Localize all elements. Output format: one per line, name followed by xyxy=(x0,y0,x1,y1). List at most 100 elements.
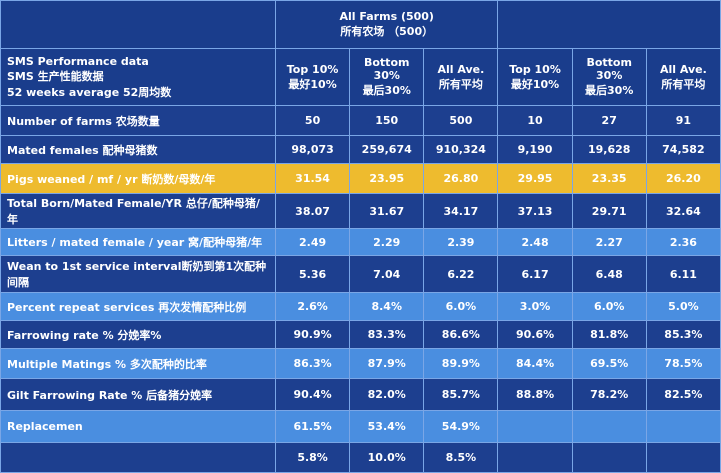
value-cell: 6.22 xyxy=(423,255,499,293)
value-cell: 74,582 xyxy=(645,135,721,164)
value-cell: 23.35 xyxy=(571,163,647,194)
value-cell: 26.20 xyxy=(645,163,721,194)
data-row: Mated females 配种母猪数 98,073 259,674 910,324 9… xyxy=(0,135,721,164)
row-label: Replacemen xyxy=(0,410,276,443)
value-cell xyxy=(645,410,721,443)
value-cell: 2.39 xyxy=(423,228,499,256)
value-cell: 91 xyxy=(645,105,721,136)
data-row: Litters / mated female / year 窝/配种母猪/年 2.… xyxy=(0,228,721,256)
value-cell: 31.54 xyxy=(274,163,351,194)
value-cell: 86.3% xyxy=(274,348,351,379)
value-cell: 37.13 xyxy=(497,193,573,229)
row-label: Pigs weaned / mf / yr 断奶数/母数/年 xyxy=(0,163,276,194)
value-cell: 84.4% xyxy=(497,348,573,379)
value-cell: 85.7% xyxy=(423,378,499,411)
value-cell: 2.36 xyxy=(645,228,721,256)
value-cell: 6.0% xyxy=(571,292,647,321)
column-header: Bottom 30% 最后30% xyxy=(571,48,647,106)
value-cell xyxy=(645,442,721,473)
value-cell: 2.27 xyxy=(571,228,647,256)
header-label: SMS Performance data SMS 生产性能数据 52 weeks… xyxy=(0,48,276,106)
value-cell: 87.9% xyxy=(349,348,425,379)
column-header: Bottom 30% 最后30% xyxy=(349,48,425,106)
value-cell: 5.8% xyxy=(274,442,351,473)
group-header: All Farms (500) 所有农场 （500） xyxy=(274,0,499,49)
value-cell: 61.5% xyxy=(274,410,351,443)
value-cell xyxy=(497,410,573,443)
value-cell: 5.36 xyxy=(274,255,351,293)
value-cell: 85.3% xyxy=(645,320,721,349)
value-cell xyxy=(571,410,647,443)
value-cell: 2.48 xyxy=(497,228,573,256)
value-cell: 54.9% xyxy=(423,410,499,443)
column-header: All Ave. 所有平均 xyxy=(423,48,499,106)
column-header: Top 10% 最好10% xyxy=(497,48,573,106)
data-row: Replacemen 61.5% 53.4% 54.9% xyxy=(0,410,721,443)
value-cell: 23.95 xyxy=(349,163,425,194)
value-cell: 29.95 xyxy=(497,163,573,194)
value-cell: 910,324 xyxy=(423,135,499,164)
data-row: Farrowing rate % 分娩率% 90.9% 83.3% 86.6% 90.6… xyxy=(0,320,721,349)
data-row: Multiple Matings % 多次配种的比率 86.3% 87.9% 89.9… xyxy=(0,348,721,379)
data-row: Wean to 1st service interval断奶到第1次配种间隔 5.… xyxy=(0,255,721,293)
value-cell: 8.5% xyxy=(423,442,499,473)
value-cell: 5.0% xyxy=(645,292,721,321)
row-label: Litters / mated female / year 窝/配种母猪/年 xyxy=(0,228,276,256)
value-cell: 2.6% xyxy=(274,292,351,321)
value-cell: 78.2% xyxy=(571,378,647,411)
value-cell: 89.9% xyxy=(423,348,499,379)
value-cell: 26.80 xyxy=(423,163,499,194)
value-cell: 500 xyxy=(423,105,499,136)
value-cell: 90.6% xyxy=(497,320,573,349)
row-label: Multiple Matings % 多次配种的比率 xyxy=(0,348,276,379)
empty-cell xyxy=(0,0,276,49)
value-cell: 31.67 xyxy=(349,193,425,229)
value-cell: 6.17 xyxy=(497,255,573,293)
row-label xyxy=(0,442,276,473)
value-cell: 9,190 xyxy=(497,135,573,164)
value-cell: 82.5% xyxy=(645,378,721,411)
value-cell: 53.4% xyxy=(349,410,425,443)
column-header: All Ave. 所有平均 xyxy=(645,48,721,106)
value-cell: 78.5% xyxy=(645,348,721,379)
value-cell: 259,674 xyxy=(349,135,425,164)
value-cell: 8.4% xyxy=(349,292,425,321)
data-row: Number of farms 农场数量 50 150 500 10 27 91 xyxy=(0,105,721,136)
row-label: Number of farms 农场数量 xyxy=(0,105,276,136)
value-cell: 6.0% xyxy=(423,292,499,321)
value-cell: 83.3% xyxy=(349,320,425,349)
value-cell xyxy=(497,442,573,473)
row-label: Mated females 配种母猪数 xyxy=(0,135,276,164)
row-label: Farrowing rate % 分娩率% xyxy=(0,320,276,349)
data-row: Pigs weaned / mf / yr 断奶数/母数/年 31.54 23.95… xyxy=(0,163,721,194)
data-row: 5.8% 10.0% 8.5% xyxy=(0,442,721,473)
value-cell: 3.0% xyxy=(497,292,573,321)
value-cell: 19,628 xyxy=(571,135,647,164)
data-row: Percent repeat services 再次发情配种比例 2.6% 8.4%… xyxy=(0,292,721,321)
value-cell: 90.9% xyxy=(274,320,351,349)
column-header-row: SMS Performance data SMS 生产性能数据 52 weeks… xyxy=(0,48,721,106)
value-cell: 2.49 xyxy=(274,228,351,256)
value-cell: 6.48 xyxy=(571,255,647,293)
value-cell: 6.11 xyxy=(645,255,721,293)
value-cell: 27 xyxy=(571,105,647,136)
data-row: Gilt Farrowing Rate % 后备猪分娩率 90.4% 82.0% 85… xyxy=(0,378,721,411)
value-cell: 2.29 xyxy=(349,228,425,256)
row-label: Total Born/Mated Female/YR 总仔/配种母猪/年 xyxy=(0,193,276,229)
value-cell: 38.07 xyxy=(274,193,351,229)
data-row: Total Born/Mated Female/YR 总仔/配种母猪/年 38.0… xyxy=(0,193,721,229)
value-cell: 150 xyxy=(349,105,425,136)
group-header-row: All Farms (500) 所有农场 （500） xyxy=(0,0,721,49)
row-label: Gilt Farrowing Rate % 后备猪分娩率 xyxy=(0,378,276,411)
column-header: Top 10% 最好10% xyxy=(274,48,351,106)
value-cell: 82.0% xyxy=(349,378,425,411)
value-cell: 88.8% xyxy=(497,378,573,411)
value-cell: 98,073 xyxy=(274,135,351,164)
value-cell: 7.04 xyxy=(349,255,425,293)
value-cell: 32.64 xyxy=(645,193,721,229)
value-cell: 86.6% xyxy=(423,320,499,349)
value-cell: 10.0% xyxy=(349,442,425,473)
